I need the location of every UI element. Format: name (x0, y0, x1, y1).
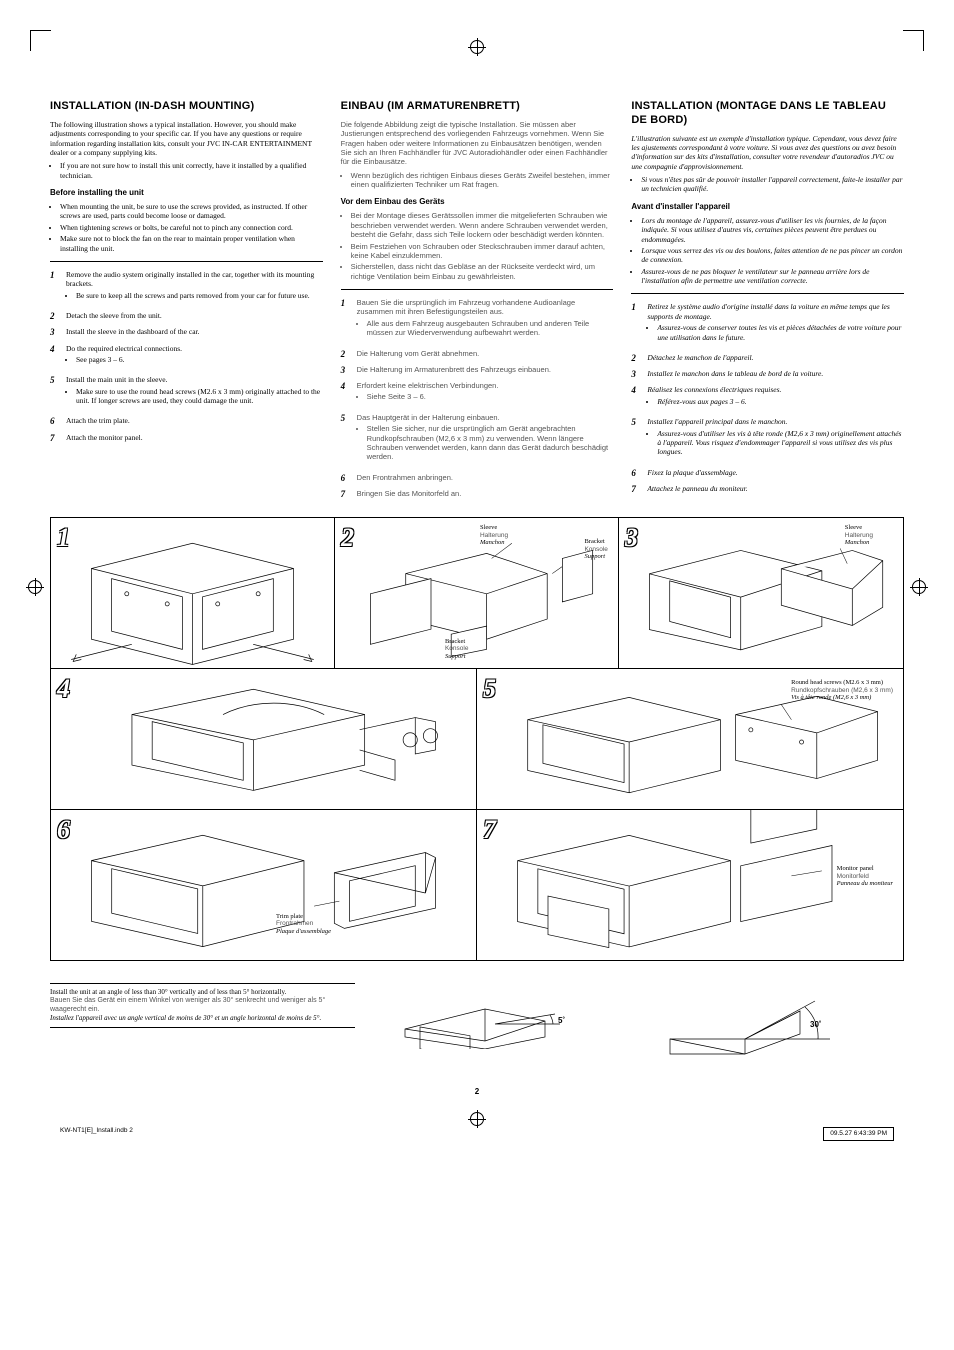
before-fr-1: Lorsque vous serrez des vis ou des boulo… (641, 246, 904, 265)
steps-de: 1Bauen Sie die ursprünglich im Fahrzeug … (341, 298, 614, 500)
fig-4 (51, 669, 476, 811)
before-en-1: When tightening screws or bolts, be care… (60, 223, 323, 232)
h1-de: EINBAU (IM ARMATURENBRETT) (341, 100, 614, 114)
before-h-fr: Avant d'installer l'appareil (631, 202, 904, 212)
before-en-0: When mounting the unit, be sure to use t… (60, 202, 323, 221)
angle-5-fig: 5˚ (375, 979, 575, 1049)
intro-en: The following illustration shows a typic… (50, 120, 323, 158)
angle-en: Install the unit at an angle of less tha… (50, 988, 355, 997)
col-en: INSTALLATION (IN-DASH MOUNTING) The foll… (50, 100, 323, 505)
before-fr-2: Assurez-vous de ne pas bloquer le ventil… (641, 267, 904, 286)
before-de-2: Sicherstellen, dass nicht das Gebläse an… (351, 262, 614, 281)
intro-b-de: Wenn bezüglich des richtigen Einbaus die… (351, 171, 614, 190)
col-de: EINBAU (IM ARMATURENBRETT) Die folgende … (341, 100, 614, 505)
h1-fr: INSTALLATION (MONTAGE DANS LE TABLEAU DE… (631, 100, 904, 128)
svg-text:5˚: 5˚ (558, 1016, 565, 1025)
h1-en: INSTALLATION (IN-DASH MOUNTING) (50, 100, 323, 114)
fig-1 (51, 518, 334, 670)
text-columns: INSTALLATION (IN-DASH MOUNTING) The foll… (50, 100, 904, 505)
footer: KW-NT1[E]_Install.indb 2 09.5.27 6:43:39… (50, 1127, 904, 1141)
fig-2 (335, 518, 618, 670)
intro-fr: L'illustration suivante est un exemple d… (631, 134, 904, 172)
angle-de: Bauen Sie das Gerät ein einem Winkel von… (50, 997, 355, 1015)
angle-section: Install the unit at an angle of less tha… (50, 979, 904, 1061)
col-fr: INSTALLATION (MONTAGE DANS LE TABLEAU DE… (631, 100, 904, 505)
page-number: 2 (50, 1087, 904, 1097)
before-h-de: Vor dem Einbau des Geräts (341, 197, 614, 207)
intro-b-fr: Si vous n'êtes pas sûr de pouvoir instal… (641, 175, 904, 194)
intro-de: Die folgende Abbildung zeigt die typisch… (341, 120, 614, 167)
steps-en: 1Remove the audio system originally inst… (50, 270, 323, 444)
svg-text:30˚: 30˚ (810, 1020, 822, 1029)
fig-6 (51, 810, 476, 962)
angle-fr: Installez l'appareil avec un angle verti… (50, 1014, 355, 1023)
angle-30-fig: 30˚ (650, 979, 850, 1059)
before-de-1: Beim Festziehen von Schrauben oder Steck… (351, 242, 614, 261)
before-h-en: Before installing the unit (50, 188, 323, 198)
before-fr-0: Lors du montage de l'appareil, assurez-v… (641, 216, 904, 244)
before-en-2: Make sure not to block the fan on the re… (60, 234, 323, 253)
diagram-grid: 1 2 SleeveHalte (50, 517, 904, 961)
footer-left: KW-NT1[E]_Install.indb 2 (60, 1127, 133, 1141)
intro-b-en: If you are not sure how to install this … (60, 161, 323, 180)
before-de-0: Bei der Montage dieses Gerätssollen imme… (351, 211, 614, 239)
steps-fr: 1Retirez le système audio d'origine inst… (631, 302, 904, 495)
footer-right: 09.5.27 6:43:39 PM (823, 1127, 894, 1141)
